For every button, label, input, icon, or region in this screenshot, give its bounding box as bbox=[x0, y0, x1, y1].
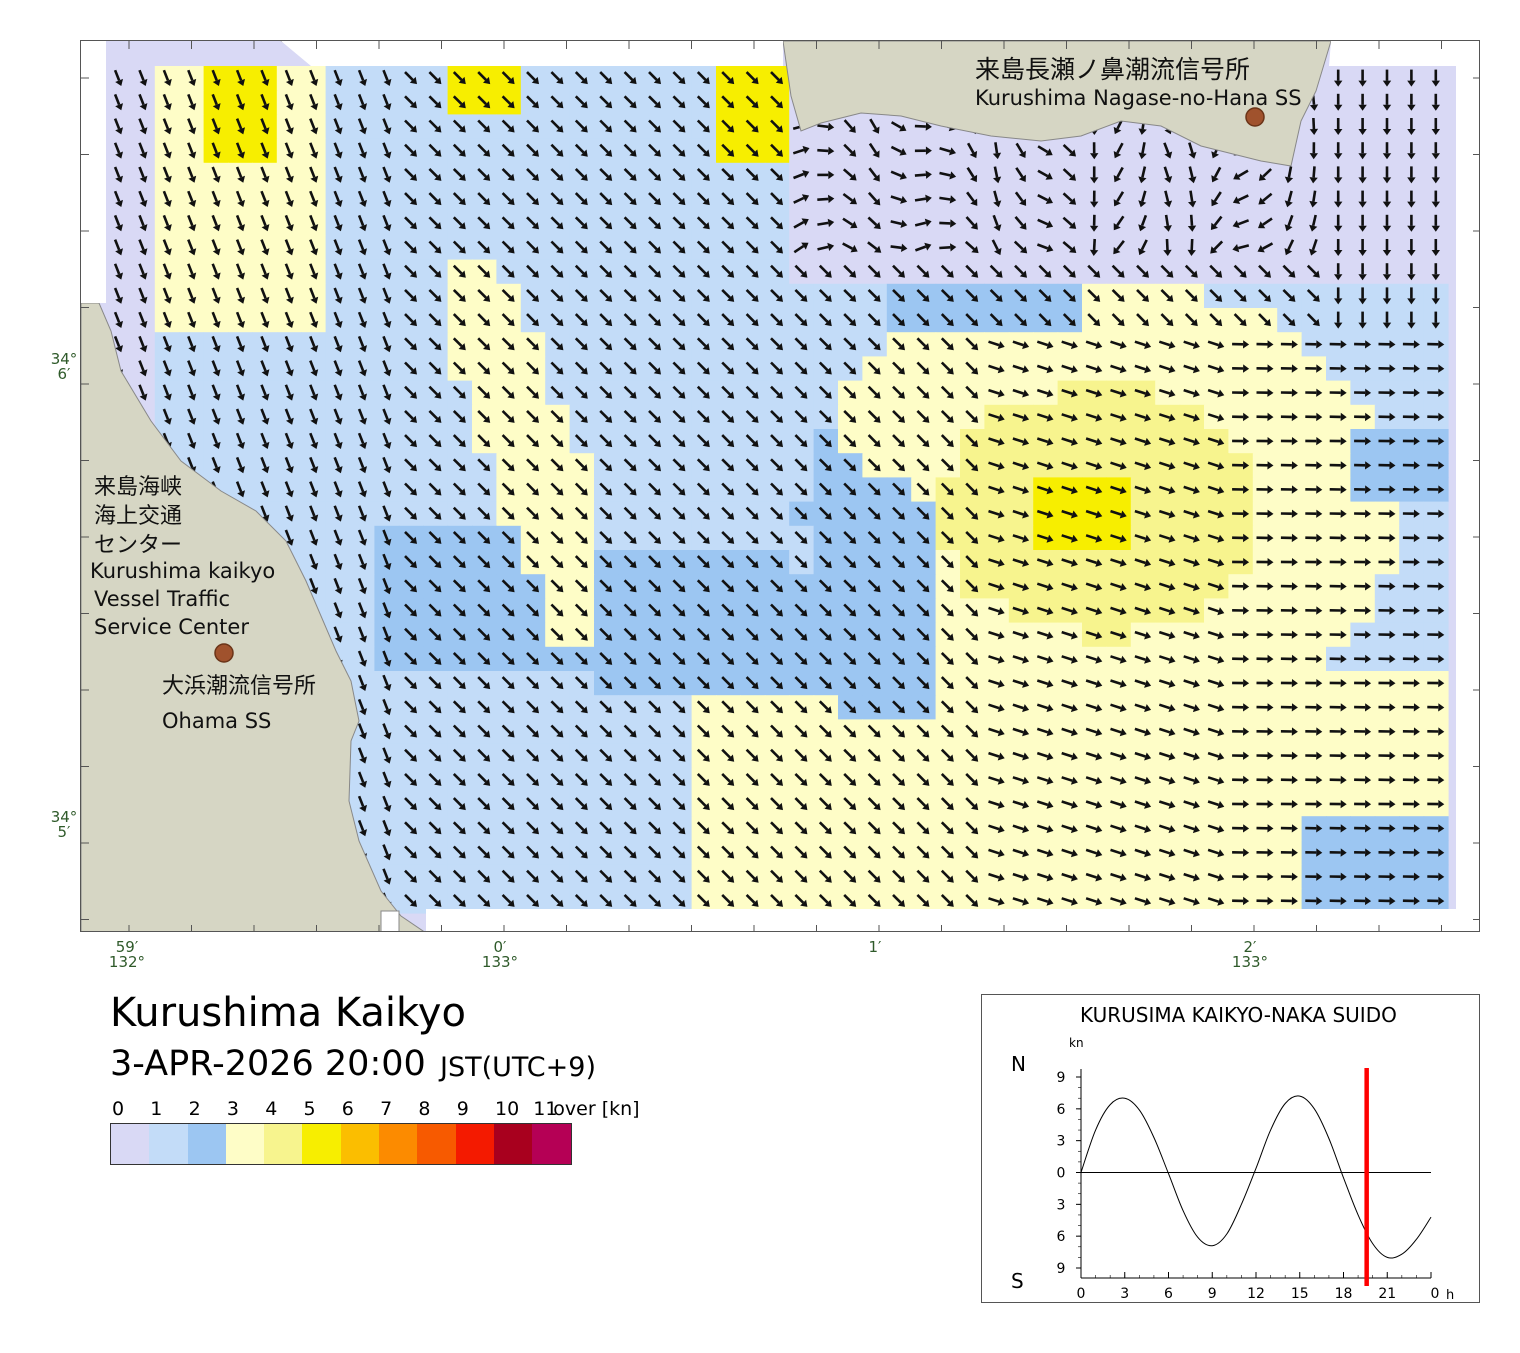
legend-swatch bbox=[149, 1124, 188, 1164]
vtsc-en-line: Kurushima kaikyo bbox=[90, 559, 276, 583]
lon-deg: 133° bbox=[1231, 953, 1269, 971]
vtsc-en-line: Vessel Traffic bbox=[94, 587, 231, 611]
legend-tick-label: 5 bbox=[303, 1098, 316, 1120]
legend-swatch bbox=[532, 1124, 571, 1164]
legend-tick-label: 0 bbox=[112, 1098, 125, 1120]
legend-tick-label: 9 bbox=[456, 1098, 469, 1120]
lon-label-2: 2′ 133° bbox=[1228, 940, 1272, 970]
station-nagase-en: Kurushima Nagase-no-Hana SS bbox=[975, 86, 1302, 110]
pier bbox=[380, 910, 400, 931]
datetime-label: 3-APR-2026 20:00 bbox=[110, 1044, 426, 1084]
legend-swatch bbox=[302, 1124, 341, 1164]
legend-swatch bbox=[111, 1124, 150, 1164]
legend-swatch bbox=[455, 1124, 494, 1164]
legend-swatch bbox=[187, 1124, 226, 1164]
timezone-label: JST(UTC+9) bbox=[440, 1052, 596, 1083]
tide-chart-frame bbox=[981, 994, 1480, 1303]
legend-tick-label: 7 bbox=[380, 1098, 393, 1120]
legend-labels: 0 1 2 3 4 5 6 7 8 9 10 11 over [kn] bbox=[110, 1098, 670, 1120]
lat-min: 5′ bbox=[57, 823, 71, 841]
legend-tick-label: 4 bbox=[265, 1098, 278, 1120]
no-data-bottom bbox=[426, 909, 1479, 931]
tide-chart-title: KURUSIMA KAIKYO-NAKA SUIDO bbox=[1080, 1003, 1397, 1027]
legend-swatch bbox=[493, 1124, 533, 1164]
no-data-left bbox=[81, 41, 106, 303]
legend-swatch bbox=[264, 1124, 303, 1164]
place-title: Kurushima Kaikyo bbox=[110, 990, 466, 1036]
legend-swatch bbox=[417, 1124, 456, 1164]
legend-tick-label: 10 bbox=[495, 1098, 520, 1120]
no-data-right bbox=[1456, 41, 1479, 931]
lon-label-1: 1′ bbox=[853, 940, 897, 955]
current-vector-field bbox=[81, 41, 1479, 931]
legend-tick-label: 8 bbox=[418, 1098, 431, 1120]
station-ohama-ja: 大浜潮流信号所 bbox=[162, 674, 317, 699]
lon-deg: 132° bbox=[108, 953, 146, 971]
station-vtsc-ja: 来島海峡 海上交通 センター bbox=[94, 473, 182, 560]
station-nagase-ja: 来島長瀬ノ鼻潮流信号所 bbox=[975, 55, 1251, 84]
legend-tick-label: 6 bbox=[341, 1098, 354, 1120]
lon-label-0: 0′ 133° bbox=[478, 940, 522, 970]
lon-deg: 133° bbox=[481, 953, 519, 971]
vtsc-ja-line: 来島海峡 bbox=[94, 475, 183, 500]
lat-label-5: 34° 5′ bbox=[44, 810, 84, 840]
station-ohama-en: Ohama SS bbox=[162, 709, 272, 733]
current-map bbox=[80, 40, 1480, 932]
vtsc-ja-line: センター bbox=[94, 533, 183, 558]
legend-tick-label: 1 bbox=[150, 1098, 163, 1120]
lon-min: 1′ bbox=[868, 938, 882, 956]
legend-tick-label: 3 bbox=[226, 1098, 239, 1120]
station-marker bbox=[214, 643, 234, 663]
speed-legend-bar bbox=[110, 1123, 572, 1165]
lat-min: 6′ bbox=[57, 365, 71, 383]
vtsc-ja-line: 海上交通 bbox=[94, 504, 183, 529]
legend-swatch bbox=[379, 1124, 418, 1164]
legend-swatch bbox=[340, 1124, 380, 1164]
legend-swatch bbox=[225, 1124, 265, 1164]
legend-over-label: over [kn] bbox=[553, 1098, 640, 1120]
legend-tick-label: 2 bbox=[188, 1098, 201, 1120]
station-vtsc-en: Kurushima kaikyo Vessel Traffic Service … bbox=[90, 557, 275, 641]
vtsc-en-line: Service Center bbox=[94, 615, 249, 639]
lon-label-59: 59′ 132° bbox=[105, 940, 149, 970]
lat-label-6: 34° 6′ bbox=[44, 352, 84, 382]
